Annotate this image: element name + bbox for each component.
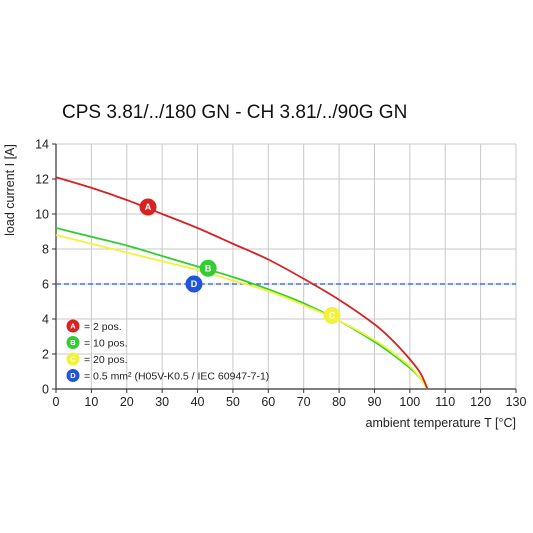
- legend-badge-d-letter: D: [70, 371, 76, 380]
- series-marker-c: C: [323, 307, 341, 324]
- x-tick-label: 60: [261, 395, 275, 409]
- reference-marker-d-letter: D: [191, 279, 198, 289]
- x-tick-label: 80: [332, 395, 346, 409]
- series-marker-c-dot: [323, 307, 341, 324]
- x-tick-label: 30: [155, 395, 169, 409]
- series-marker-a-dot: [139, 198, 157, 216]
- x-axis-label: ambient temperature T [°C]: [366, 416, 516, 430]
- legend-badge-b-letter: B: [70, 338, 76, 347]
- series-line-a: [55, 176, 429, 390]
- legend-badge-b: B: [66, 336, 80, 349]
- x-tick-label: 70: [297, 395, 311, 409]
- reference-marker-d-dot: [185, 275, 203, 293]
- series-curves: [55, 176, 429, 390]
- reference-marker-d: D: [185, 275, 203, 293]
- y-tick-label: 14: [35, 138, 49, 152]
- y-tick-label: 0: [42, 383, 49, 397]
- y-axis-label: load current I [A]: [3, 144, 17, 236]
- x-tick-label: 0: [53, 395, 60, 409]
- x-tick-label: 20: [120, 395, 134, 409]
- legend-label-c: = 20 pos.: [84, 354, 128, 366]
- y-tick-label: 4: [42, 313, 49, 327]
- grid: [55, 143, 517, 390]
- x-tick-label: 50: [226, 395, 240, 409]
- series-line-b: [55, 227, 429, 390]
- x-tick-label: 130: [506, 395, 527, 409]
- legend-label-d: = 0.5 mm² (H05V-K0.5 / IEC 60947-7-1): [84, 371, 269, 383]
- legend-badge-a-letter: A: [70, 322, 76, 331]
- legend-badge-b-dot: [66, 336, 80, 349]
- y-tick-label: 12: [35, 173, 49, 187]
- legend-label-a: = 2 pos.: [84, 321, 122, 333]
- y-axis-ticks: 0 2 4 6 8 10 12 14: [35, 138, 56, 397]
- y-tick-label: 8: [42, 243, 49, 257]
- series-marker-a: A: [139, 198, 157, 216]
- chart-title: CPS 3.81/../180 GN - CH 3.81/../90G GN: [62, 102, 408, 123]
- y-tick-label: 6: [42, 278, 49, 292]
- x-tick-label: 120: [470, 395, 491, 409]
- series-marker-b-letter: B: [205, 263, 212, 273]
- legend-badge-d-dot: [66, 369, 80, 382]
- series-marker-c-letter: C: [329, 311, 336, 321]
- series-marker-b-dot: [199, 259, 217, 277]
- legend-badge-c-letter: C: [70, 355, 76, 364]
- x-tick-label: 40: [191, 395, 205, 409]
- series-line-c: [55, 234, 429, 390]
- legend-badge-d: D: [66, 369, 80, 382]
- series-marker-b: B: [199, 259, 217, 277]
- axes: [55, 144, 516, 390]
- legend-badge-a: A: [66, 319, 80, 333]
- legend: A = 2 pos. B = 10 pos. C = 20 pos. D = 0.5 mm² …: [66, 319, 269, 383]
- y-tick-label: 2: [42, 348, 49, 362]
- legend-badge-a-dot: [66, 319, 80, 333]
- legend-label-b: = 10 pos.: [84, 338, 128, 350]
- series-marker-a-letter: A: [145, 202, 152, 212]
- legend-badge-c: C: [66, 352, 80, 366]
- x-tick-label: 90: [368, 395, 382, 409]
- x-tick-label: 110: [435, 395, 455, 409]
- y-tick-label: 10: [35, 208, 49, 222]
- x-axis-ticks: 0 10 20 30 40 50 60 70 80 90 100 110 120 130: [53, 389, 527, 409]
- legend-badge-c-dot: [66, 352, 80, 366]
- x-tick-label: 10: [84, 395, 98, 409]
- x-tick-label: 100: [399, 395, 420, 409]
- series-markers: A B C D: [139, 198, 341, 324]
